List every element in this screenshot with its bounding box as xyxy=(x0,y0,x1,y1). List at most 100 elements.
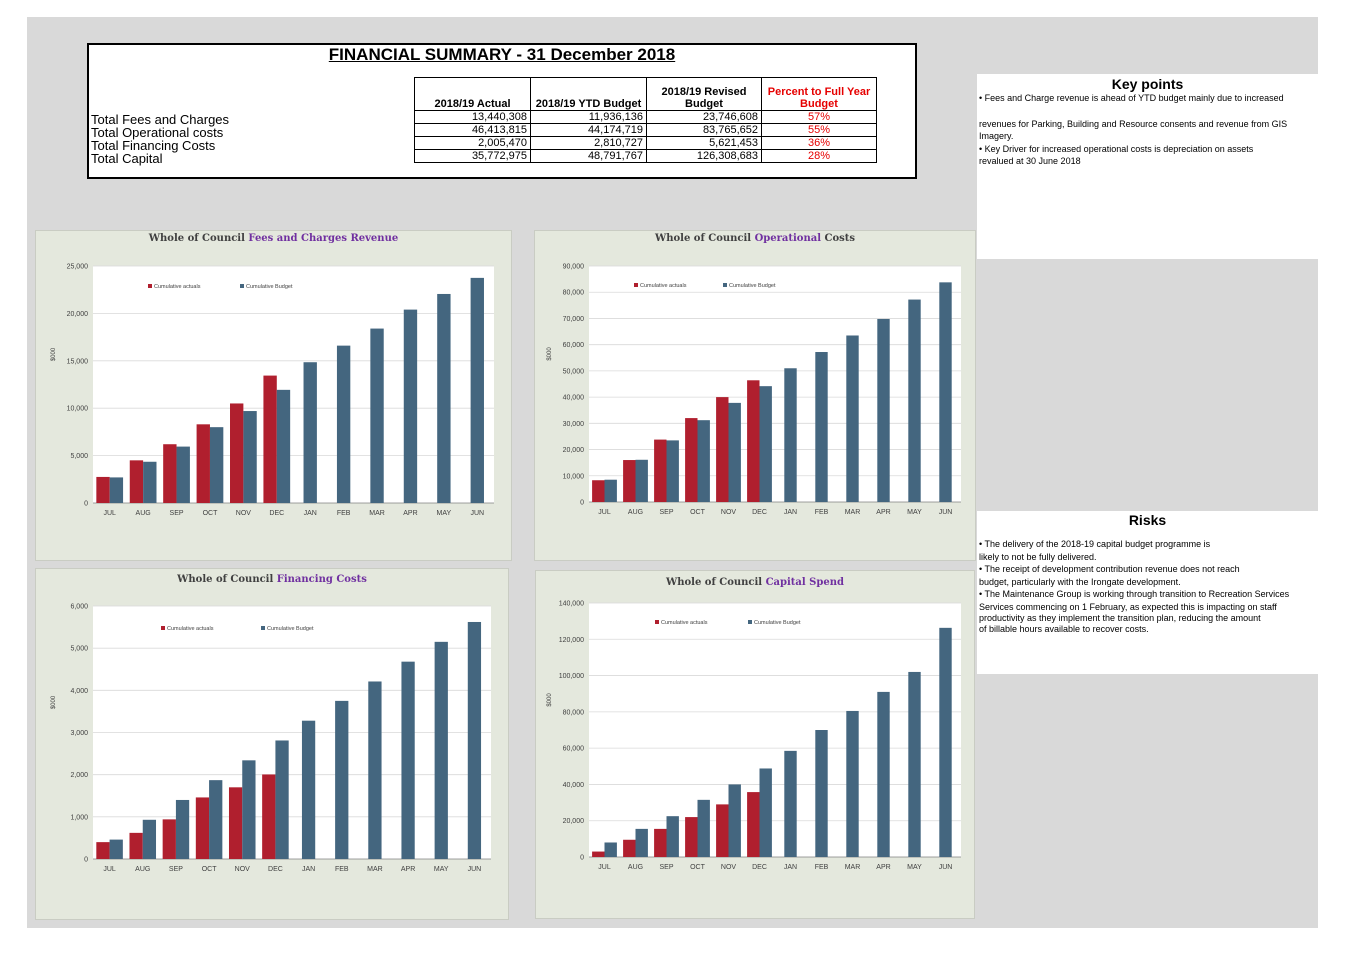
x-tick-label: JUL xyxy=(598,864,611,871)
bar-actual xyxy=(716,804,729,857)
y-tick-label: 1,000 xyxy=(70,814,88,821)
x-tick-label: JAN xyxy=(784,509,797,516)
x-tick-label: APR xyxy=(401,866,415,873)
y-tick-label: 20,000 xyxy=(563,818,585,825)
chart-title-prefix: Whole of Council xyxy=(654,233,755,244)
table-row: 46,413,815 44,174,719 83,765,652 55% xyxy=(414,123,877,137)
chart-title-highlight: Financing Costs xyxy=(277,574,367,585)
x-tick-label: MAR xyxy=(845,509,861,516)
plot-area xyxy=(589,266,961,502)
x-tick-label: AUG xyxy=(136,510,151,517)
chart-svg: Whole of Council Capital Spend 0 20,000 40,… xyxy=(547,577,961,871)
bar-budget xyxy=(697,420,710,502)
x-tick-label: NOV xyxy=(721,864,737,871)
bar-budget xyxy=(243,411,257,503)
bar-actual xyxy=(716,397,729,502)
bar-budget xyxy=(635,459,648,502)
bar-actual xyxy=(592,480,605,502)
bar-actual xyxy=(623,460,636,502)
bar-budget xyxy=(759,768,772,857)
y-tick-label: 20,000 xyxy=(67,311,89,318)
y-axis-label: $000 xyxy=(547,693,553,707)
bar-actual xyxy=(747,380,760,502)
y-tick-label: 0 xyxy=(580,855,584,862)
x-tick-label: MAY xyxy=(434,866,449,873)
worksheet-background: FINANCIAL SUMMARY - 31 December 2018 Tot… xyxy=(27,17,1318,928)
bar-actual xyxy=(96,842,110,859)
risk-line: Services commencing on 1 February, as ex… xyxy=(979,601,1277,612)
risk-line: • The receipt of development contributio… xyxy=(979,564,1240,574)
x-tick-label: OCT xyxy=(203,510,219,517)
bar-actual xyxy=(96,476,110,503)
y-tick-label: 2,000 xyxy=(70,772,88,779)
x-tick-label: JUN xyxy=(939,864,953,871)
key-point-line: • Fees and Charge revenue is ahead of YT… xyxy=(979,93,1284,103)
bar-budget xyxy=(697,799,710,857)
y-tick-label: 50,000 xyxy=(563,368,585,375)
legend-label: Cumulative actuals xyxy=(640,283,687,289)
x-tick-label: NOV xyxy=(721,509,737,516)
bar-budget xyxy=(336,345,351,503)
row-label-capital: Total Capital xyxy=(91,151,163,166)
y-tick-label: 0 xyxy=(580,500,584,507)
y-axis-label: $000 xyxy=(547,347,553,361)
bar-budget xyxy=(275,740,289,859)
x-tick-label: FEB xyxy=(815,864,829,871)
bar-actual xyxy=(196,424,210,503)
summary-table: 2018/19 Actual 2018/19 YTD Budget 2018/1… xyxy=(414,77,877,163)
y-tick-label: 15,000 xyxy=(67,358,89,365)
bar-budget xyxy=(939,282,952,502)
bar-actual xyxy=(163,444,177,503)
cell-percent: 28% xyxy=(761,149,877,163)
financial-summary: FINANCIAL SUMMARY - 31 December 2018 Tot… xyxy=(87,43,917,179)
bar-actual xyxy=(263,375,277,503)
chart-title-prefix: Whole of Council xyxy=(176,574,277,585)
bar-budget xyxy=(908,299,921,502)
bar-budget xyxy=(209,427,224,503)
bar-budget xyxy=(846,335,859,502)
bar-budget xyxy=(784,368,797,502)
summary-title: FINANCIAL SUMMARY - 31 December 2018 xyxy=(328,45,676,64)
table-header-row: 2018/19 Actual 2018/19 YTD Budget 2018/1… xyxy=(414,77,877,111)
x-tick-label: JUN xyxy=(468,866,482,873)
y-tick-label: 60,000 xyxy=(563,342,585,349)
bar-actual xyxy=(654,828,667,857)
y-tick-label: 120,000 xyxy=(559,637,584,644)
bar-budget xyxy=(109,477,124,503)
chart-svg: Whole of Council Fees and Charges Revenu… xyxy=(51,233,494,517)
bar-budget xyxy=(939,627,952,857)
legend-swatch xyxy=(148,284,152,288)
x-tick-label: DEC xyxy=(752,864,767,871)
bar-actual xyxy=(129,460,144,503)
chart-title: Whole of Council Fees and Charges Revenu… xyxy=(148,233,398,244)
risk-line: productivity as they implement the trans… xyxy=(979,613,1261,623)
bar-budget xyxy=(467,621,482,859)
chart-title: Whole of Council Operational Costs xyxy=(654,233,855,244)
x-tick-label: JUL xyxy=(598,509,611,516)
bar-budget xyxy=(846,710,859,857)
y-tick-label: 30,000 xyxy=(563,421,585,428)
x-tick-label: JUL xyxy=(103,510,116,517)
x-tick-label: DEC xyxy=(752,509,767,516)
bar-budget xyxy=(368,681,382,859)
bar-budget xyxy=(666,816,679,857)
row-label-operational: Total Operational costs xyxy=(91,125,224,140)
plot-area xyxy=(93,266,494,503)
bar-actual xyxy=(262,774,276,859)
bar-budget xyxy=(176,446,190,503)
chart-capital-spend: Whole of Council Capital Spend 0 20,000 40,… xyxy=(535,570,975,919)
cell-ytd: 48,791,767 xyxy=(530,149,647,163)
cell-percent: 55% xyxy=(761,123,877,137)
header-ytd: 2018/19 YTD Budget xyxy=(530,77,647,111)
table-row: 2,005,470 2,810,727 5,621,453 36% xyxy=(414,136,877,150)
bar-budget xyxy=(604,842,617,857)
risks-title: Risks xyxy=(1128,512,1167,528)
bar-budget xyxy=(604,479,617,502)
chart-fees-and-charges: Whole of Council Fees and Charges Revenu… xyxy=(35,230,512,561)
x-tick-label: JUN xyxy=(939,509,953,516)
x-tick-label: JUL xyxy=(103,866,116,873)
cell-revised: 126,308,683 xyxy=(646,149,762,163)
x-tick-label: APR xyxy=(403,510,417,517)
y-tick-label: 20,000 xyxy=(563,447,585,454)
legend-label: Cumulative Budget xyxy=(267,626,314,632)
